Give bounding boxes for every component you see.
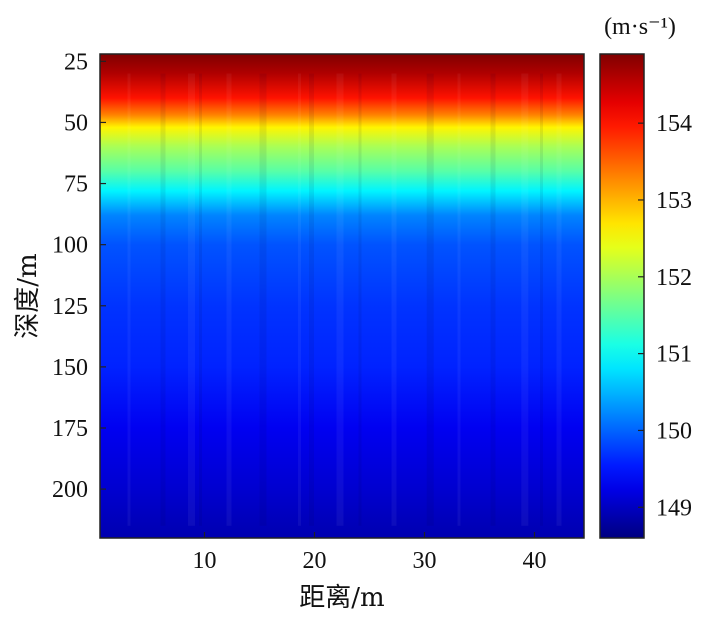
heatmap-streak [298, 73, 301, 526]
y-tick-label: 50 [64, 110, 88, 136]
colorbar: 149 150 151 152 153 154 (m·s⁻¹) [599, 14, 692, 539]
x-tick-label: 10 [193, 548, 217, 574]
heatmap-streak [391, 73, 397, 526]
heatmap-streak [127, 73, 131, 526]
y-tick-label: 125 [52, 294, 88, 320]
colorbar-tick-label: 150 [656, 418, 692, 444]
y-tick-label: 175 [52, 416, 88, 442]
heatmap-streak [426, 73, 434, 526]
y-tick-label: 25 [64, 49, 88, 75]
heatmap-streak [199, 73, 202, 526]
colorbar-scale [600, 54, 644, 538]
heatmap-streak [336, 73, 344, 526]
heatmap-streak [226, 73, 232, 526]
colorbar-tick-label: 149 [656, 495, 692, 521]
colorbar-unit-label: (m·s⁻¹) [604, 14, 676, 40]
y-tick-label: 200 [52, 477, 88, 503]
heatmap-streak [556, 73, 562, 526]
colorbar-tick-label: 152 [656, 265, 692, 291]
heatmap-streak [358, 73, 362, 526]
colorbar-frame [599, 53, 645, 539]
heatmap-field [100, 54, 584, 538]
heatmap-streak [259, 73, 267, 526]
heatmap-streak [521, 73, 529, 526]
y-tick-label: 100 [52, 233, 88, 259]
colorbar-tick-label: 153 [656, 188, 692, 214]
y-axis-label: 深度/m [13, 253, 43, 338]
colorbar-ticks: 149 150 151 152 153 154 [638, 111, 692, 521]
colorbar-tick-label: 151 [656, 342, 692, 368]
y-tick-label: 75 [64, 172, 88, 198]
heatmap-streak [457, 73, 461, 526]
plot-frame [99, 53, 585, 539]
heatmap-streak [540, 73, 543, 526]
heatmap-streak [160, 73, 166, 526]
heatmap-streak [490, 73, 496, 526]
x-tick-label: 40 [523, 548, 547, 574]
x-tick-label: 20 [303, 548, 327, 574]
heatmap-streak [188, 73, 195, 526]
y-axis-ticks: 25 50 75 100 125 150 175 200 [52, 49, 106, 503]
heatmap-streak [309, 73, 314, 526]
heatmap-streaks [127, 73, 562, 526]
x-tick-label: 30 [413, 548, 437, 574]
plot-area [99, 53, 585, 539]
y-tick-label: 150 [52, 355, 88, 381]
x-axis-label: 距离/m [299, 583, 384, 613]
colorbar-tick-label: 154 [656, 111, 692, 137]
x-axis-ticks: 10 20 30 40 [193, 532, 547, 574]
